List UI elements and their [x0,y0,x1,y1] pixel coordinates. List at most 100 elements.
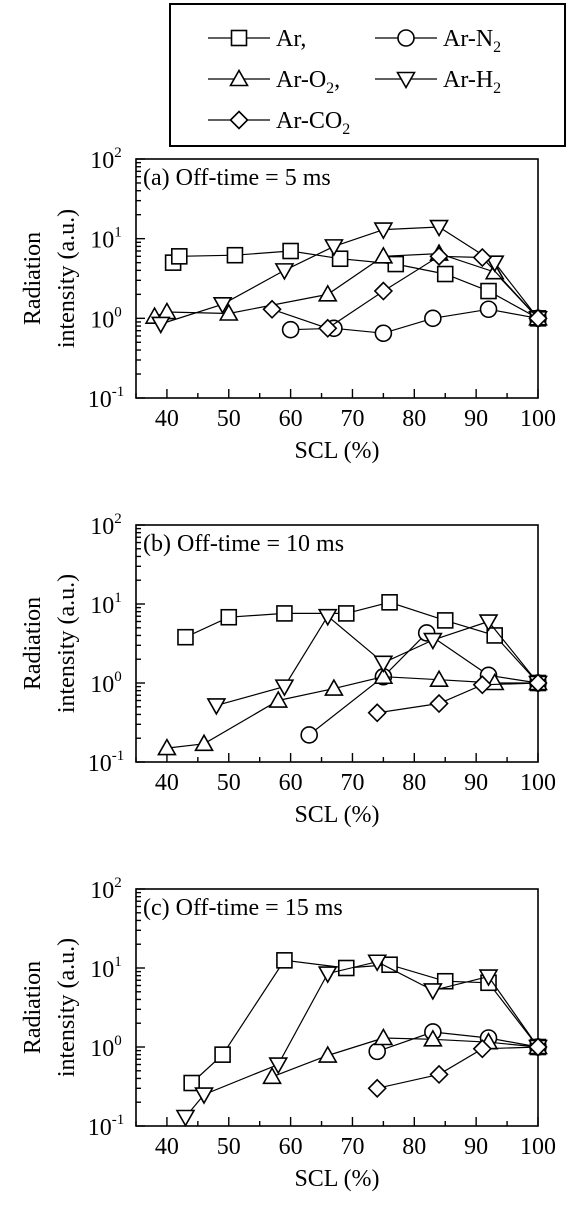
y-axis-label: Radiation [20,597,46,690]
data-point [220,608,238,626]
data-point [373,222,394,240]
data-point [331,250,349,268]
x-tick-label: 90 [464,406,488,432]
series-ar-o2 [262,1027,548,1085]
data-point [177,628,194,646]
data-point [373,281,394,301]
data-point [368,1042,387,1061]
series-line [185,961,539,1118]
data-point [218,303,239,321]
data-point [478,969,499,987]
data-point [274,263,295,281]
data-point [436,265,454,283]
data-point [367,954,388,972]
data-point [422,983,443,1001]
legend-marker [397,29,415,47]
x-tick-label: 80 [402,770,426,796]
data-point [472,1039,492,1059]
data-point [194,733,214,752]
data-point [337,959,355,977]
data-point [484,255,505,273]
data-point [276,605,293,622]
y-axis-label: Radiation [20,232,46,325]
data-point [429,669,449,688]
x-tick-label: 40 [155,1134,179,1160]
data-point [317,284,338,302]
x-tick-label: 80 [402,1134,426,1160]
x-tick-label: 70 [340,770,364,796]
x-tick-label: 50 [217,1134,241,1160]
legend-label: Ar-O2, [276,67,340,97]
legend-entry: Ar-O2, [208,67,340,97]
series-line [377,1046,539,1089]
series-ar-h2 [206,608,548,716]
data-point [317,966,338,984]
series-line [377,1031,539,1052]
plot-frame [135,158,539,399]
y-axis-label: intensity (a.u.) [54,574,80,713]
data-point [175,1109,196,1128]
data-point [274,679,295,697]
panel-title: (a) Off-time = 5 ms [143,165,331,191]
data-point [268,690,289,708]
plot-frame [135,524,539,763]
x-tick-label: 50 [217,770,241,796]
series-line [271,255,539,329]
data-point [479,300,498,319]
y-tick-label: 10-1 [88,748,125,777]
legend-entry: Ar, [208,26,306,52]
y-tick-label: 10-1 [88,384,125,413]
data-point [373,246,394,264]
data-point [436,612,454,629]
x-tick-label: 50 [217,406,241,432]
data-point [317,608,338,627]
x-tick-label: 100 [520,406,556,432]
data-point [528,308,548,328]
data-point [262,1066,282,1085]
y-tick-label: 102 [90,511,122,540]
data-point [429,693,449,714]
data-point [206,698,227,716]
series-ar-n2 [368,1023,547,1061]
plot-frame [135,888,539,1127]
legend-label: Ar-CO2 [276,108,350,138]
y-axis-label: intensity (a.u.) [54,209,80,348]
data-point [422,632,443,651]
y-tick-label: 100 [90,304,122,333]
series-line [154,252,539,319]
data-point [367,1078,387,1098]
data-point [276,952,293,969]
y-tick-label: 102 [90,875,122,904]
data-point [214,1046,231,1063]
legend-marker [230,29,248,47]
data-point [324,678,344,696]
y-tick-label: 101 [90,225,122,254]
chart-panel: 40 50 60 70 80 90 100 10-1 100 101 102 (c) Off-time… [20,875,556,1192]
data-point [424,309,442,328]
y-tick-label: 100 [90,1033,122,1062]
data-point [212,297,233,315]
data-point [268,1057,289,1075]
panel-title: (b) Off-time = 10 ms [143,531,344,557]
data-point [157,737,177,756]
data-point [367,703,387,723]
data-point [318,318,338,338]
data-point [429,1064,449,1085]
data-point [324,239,344,257]
data-point [300,726,318,744]
data-point [337,605,355,622]
data-point [422,1029,443,1047]
y-tick-label: 101 [90,590,122,619]
legend-marker [396,71,416,90]
data-point [226,246,244,264]
x-tick-label: 90 [464,1134,488,1160]
data-point [374,324,393,343]
x-tick-label: 70 [340,1134,364,1160]
data-point [381,594,398,611]
data-point [157,301,177,320]
data-point [373,655,394,673]
x-tick-label: 80 [402,406,426,432]
data-point [429,219,449,238]
legend-marker [229,68,249,87]
